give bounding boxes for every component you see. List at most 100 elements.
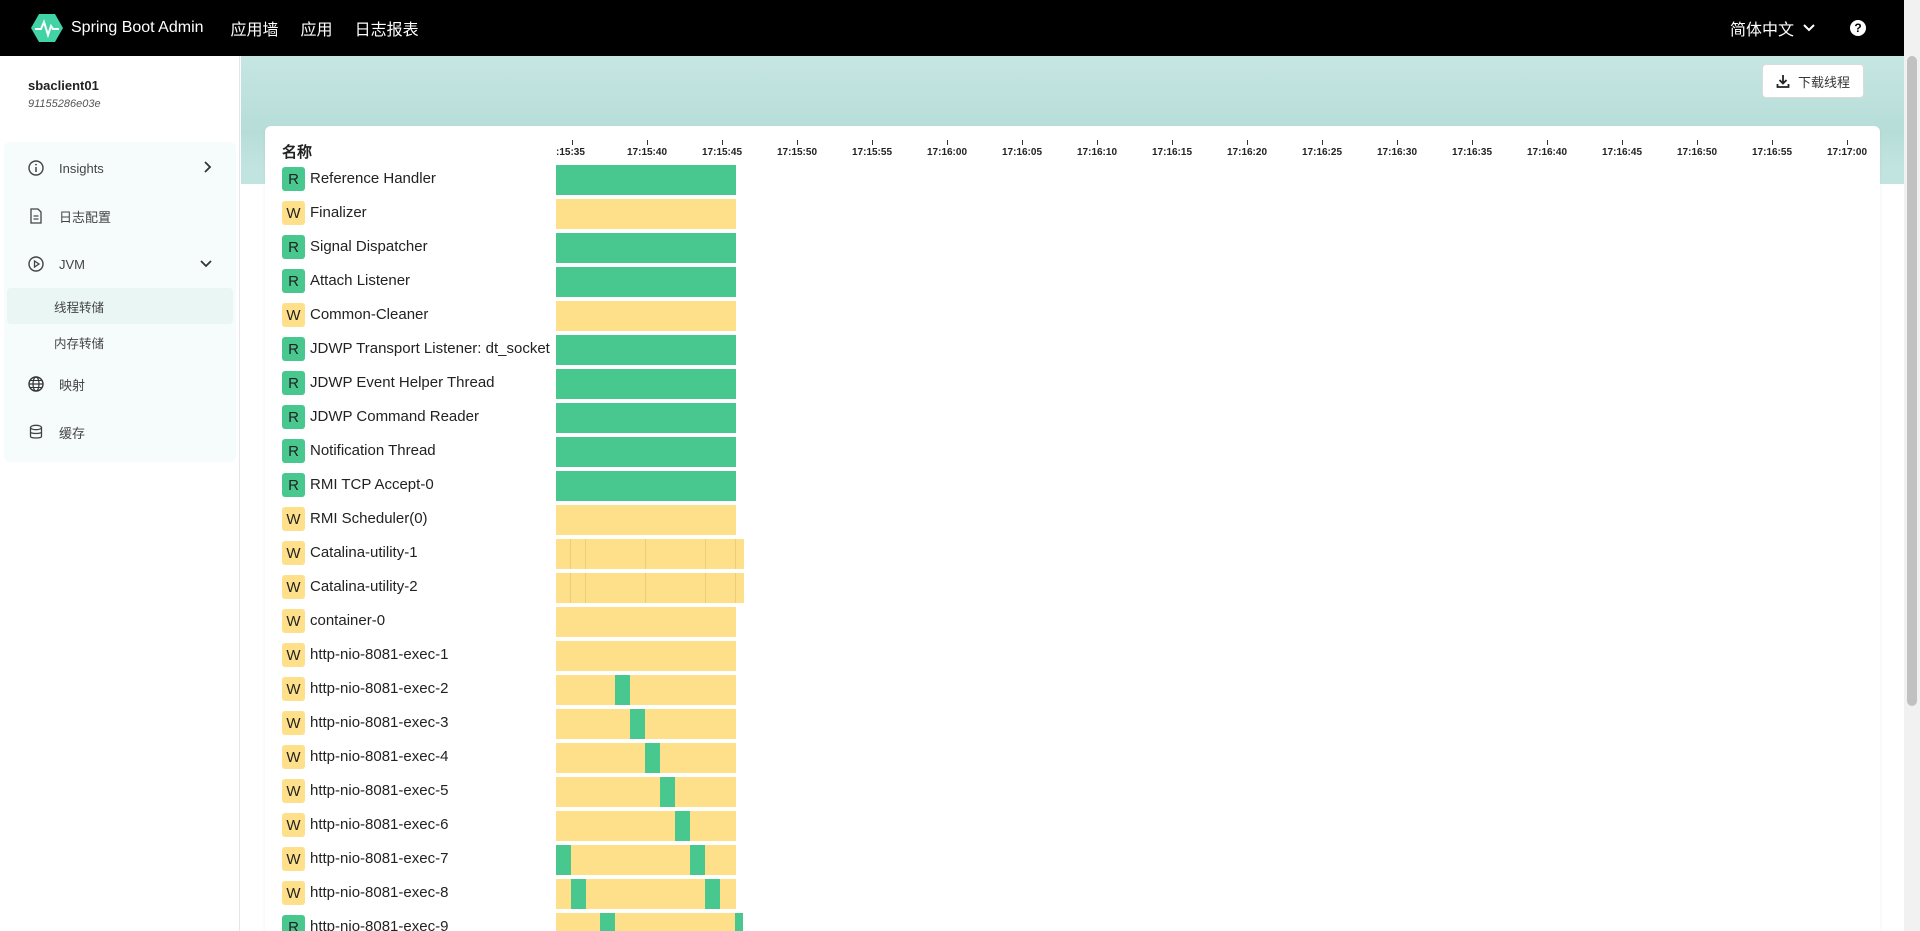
thread-timeline-bar <box>556 879 756 909</box>
brand[interactable]: Spring Boot Admin <box>30 11 204 45</box>
waiting-segment[interactable] <box>556 301 736 331</box>
waiting-segment[interactable] <box>720 879 736 909</box>
waiting-segment[interactable] <box>615 913 735 931</box>
waiting-segment[interactable] <box>706 573 736 603</box>
thread-state-badge: R <box>282 405 305 429</box>
runnable-segment[interactable] <box>660 777 675 807</box>
runnable-segment[interactable] <box>556 165 736 195</box>
axis-tick-mark <box>1247 140 1248 145</box>
page-scrollbar[interactable] <box>1904 0 1920 931</box>
question-circle-icon[interactable]: ? <box>1850 20 1866 36</box>
waiting-segment[interactable] <box>556 607 736 637</box>
language-selector[interactable]: 简体中文 <box>1730 16 1816 40</box>
sidebar-item-mappings[interactable]: 映射 <box>4 360 236 408</box>
nav-item-journal[interactable]: 日志报表 <box>354 22 419 39</box>
sidebar-item-logging[interactable]: 日志配置 <box>4 192 236 240</box>
waiting-segment[interactable] <box>675 777 736 807</box>
waiting-segment[interactable] <box>556 675 615 705</box>
runnable-segment[interactable] <box>735 913 743 931</box>
waiting-segment[interactable] <box>556 811 675 841</box>
thread-row[interactable]: R JDWP Event Helper Thread <box>265 366 1880 400</box>
thread-name: http-nio-8081-exec-9 <box>310 918 449 931</box>
waiting-segment[interactable] <box>556 641 736 671</box>
waiting-segment[interactable] <box>630 675 736 705</box>
waiting-segment[interactable] <box>690 811 736 841</box>
thread-name: JDWP Transport Listener: dt_socket <box>310 340 550 357</box>
runnable-segment[interactable] <box>556 335 736 365</box>
runnable-segment[interactable] <box>645 743 660 773</box>
thread-row[interactable]: W Catalina-utility-2 <box>265 570 1880 604</box>
thread-row[interactable]: R Notification Thread <box>265 434 1880 468</box>
sidebar-item-caches[interactable]: 缓存 <box>4 408 236 456</box>
runnable-segment[interactable] <box>571 879 586 909</box>
runnable-segment[interactable] <box>675 811 690 841</box>
runnable-segment[interactable] <box>556 369 736 399</box>
sidebar-item-thread-dump[interactable]: 线程转储 <box>7 288 233 324</box>
runnable-segment[interactable] <box>600 913 615 931</box>
waiting-segment[interactable] <box>556 879 571 909</box>
runnable-segment[interactable] <box>556 437 736 467</box>
waiting-segment[interactable] <box>645 709 736 739</box>
waiting-segment[interactable] <box>586 879 705 909</box>
waiting-segment[interactable] <box>556 573 571 603</box>
waiting-segment[interactable] <box>556 743 645 773</box>
waiting-segment[interactable] <box>556 709 630 739</box>
runnable-segment[interactable] <box>630 709 645 739</box>
runnable-segment[interactable] <box>556 471 736 501</box>
waiting-segment[interactable] <box>646 573 706 603</box>
waiting-segment[interactable] <box>660 743 736 773</box>
runnable-segment[interactable] <box>615 675 630 705</box>
runnable-segment[interactable] <box>556 403 736 433</box>
sidebar-item-label: JVM <box>59 256 85 272</box>
thread-name: JDWP Command Reader <box>310 408 479 425</box>
waiting-segment[interactable] <box>556 539 571 569</box>
thread-row[interactable]: R JDWP Command Reader <box>265 400 1880 434</box>
thread-row[interactable]: R Reference Handler <box>265 162 1880 196</box>
download-threads-button[interactable]: 下载线程 <box>1761 64 1864 98</box>
waiting-segment[interactable] <box>646 539 706 569</box>
thread-row[interactable]: R JDWP Transport Listener: dt_socket <box>265 332 1880 366</box>
sidebar-item-jvm[interactable]: JVM <box>4 240 236 288</box>
sidebar-item-heap-dump[interactable]: 内存转储 <box>54 336 105 351</box>
runnable-segment[interactable] <box>705 879 720 909</box>
waiting-segment[interactable] <box>736 539 744 569</box>
waiting-segment[interactable] <box>556 913 600 931</box>
waiting-segment[interactable] <box>736 573 744 603</box>
thread-row[interactable]: R Attach Listener <box>265 264 1880 298</box>
thread-row[interactable]: R Signal Dispatcher <box>265 230 1880 264</box>
runnable-segment[interactable] <box>690 845 705 875</box>
waiting-segment[interactable] <box>571 573 586 603</box>
thread-row[interactable]: W Catalina-utility-1 <box>265 536 1880 570</box>
waiting-segment[interactable] <box>571 539 586 569</box>
thread-row[interactable]: W Finalizer <box>265 196 1880 230</box>
runnable-segment[interactable] <box>556 233 736 263</box>
waiting-segment[interactable] <box>571 845 690 875</box>
thread-state-badge: W <box>282 847 305 871</box>
runnable-segment[interactable] <box>556 845 571 875</box>
waiting-segment[interactable] <box>586 539 646 569</box>
nav-item-applications[interactable]: 应用 <box>300 22 333 39</box>
sidebar-item-insights[interactable]: Insights <box>4 144 236 192</box>
thread-row[interactable]: W RMI Scheduler(0) <box>265 502 1880 536</box>
waiting-segment[interactable] <box>705 845 736 875</box>
thread-row[interactable]: R RMI TCP Accept-0 <box>265 468 1880 502</box>
runnable-segment[interactable] <box>556 267 736 297</box>
waiting-segment[interactable] <box>556 505 736 535</box>
nav-item-wallboard[interactable]: 应用墙 <box>230 22 279 39</box>
waiting-segment[interactable] <box>586 573 646 603</box>
waiting-segment[interactable] <box>706 539 736 569</box>
thread-row[interactable]: W Common-Cleaner <box>265 298 1880 332</box>
waiting-segment[interactable] <box>556 199 736 229</box>
waiting-segment[interactable] <box>556 777 660 807</box>
scrollbar-thumb[interactable] <box>1907 56 1917 706</box>
